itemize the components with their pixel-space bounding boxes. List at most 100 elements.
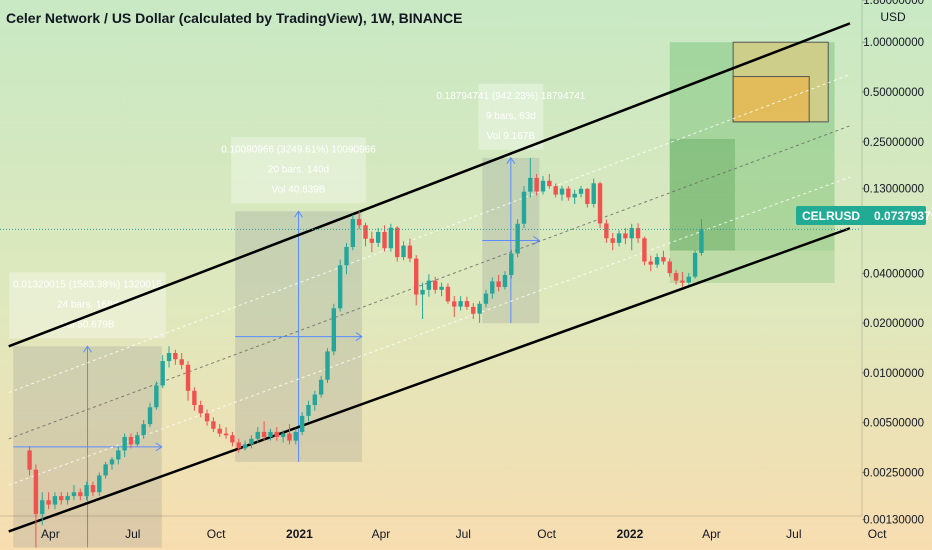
y-tick-label-2: 0.50000000 xyxy=(863,87,924,99)
candle-body-89 xyxy=(591,183,596,204)
measure-label-bg-2 xyxy=(478,83,544,150)
candle-body-68 xyxy=(458,301,463,307)
candle-body-92 xyxy=(610,238,615,243)
y-tick-label-8: 0.00500000 xyxy=(863,418,924,430)
x-tick-label-10: Oct xyxy=(868,527,887,541)
candle-body-63 xyxy=(426,280,432,290)
candle-body-99 xyxy=(654,257,660,265)
candle-body-103 xyxy=(680,280,685,283)
measure-label-bg-0 xyxy=(9,272,166,339)
candle-body-15 xyxy=(122,436,127,451)
candle-body-27 xyxy=(198,405,203,414)
candle-body-37 xyxy=(261,431,267,437)
y-tick-label-4: 0.13000000 xyxy=(863,184,924,196)
measure-arrow-up-1 xyxy=(294,210,303,218)
measure-label-line-2-2: Vol 9.167B xyxy=(487,131,536,142)
candle-body-101 xyxy=(667,261,672,274)
candle-body-14 xyxy=(116,450,121,460)
candle-body-12 xyxy=(103,464,108,476)
ticker-price: 0.07379379 xyxy=(874,208,932,223)
candle-body-87 xyxy=(578,188,584,194)
channel-mid-line-0 xyxy=(8,176,851,486)
candle-body-55 xyxy=(375,231,381,243)
highlight-box-1 xyxy=(732,76,810,123)
x-tick-label-5: Jul xyxy=(456,527,471,541)
candle-body-52 xyxy=(356,219,362,226)
candle-body-39 xyxy=(274,431,279,437)
candle-body-4 xyxy=(52,496,58,505)
candle-body-105 xyxy=(692,252,698,277)
measure-label-line-0-0: 0.01320015 (1583.38%) 1320015 xyxy=(13,279,162,290)
candle-body-69 xyxy=(464,301,470,307)
measure-label-line-2-1: 9 bars, 63d xyxy=(486,111,536,122)
candle-body-44 xyxy=(306,405,311,416)
measure-label-bg-1 xyxy=(231,137,366,204)
candle-body-6 xyxy=(65,496,70,501)
candle-body-49 xyxy=(337,265,343,309)
candle-body-41 xyxy=(287,433,292,441)
candle-body-60 xyxy=(407,245,413,259)
measure-label-line-1-2: Vol 40.639B xyxy=(272,184,326,195)
candle-body-98 xyxy=(648,261,653,265)
candle-body-73 xyxy=(490,281,495,294)
candle-body-30 xyxy=(217,428,222,434)
candle-body-32 xyxy=(230,435,235,443)
candle-body-22 xyxy=(166,353,172,362)
candle-body-83 xyxy=(553,186,558,195)
candle-body-28 xyxy=(204,413,210,422)
x-tick-label-7: 2022 xyxy=(617,527,644,541)
candle-body-2 xyxy=(40,500,45,515)
y-tick-label-0: 1.80000000 xyxy=(863,0,924,7)
x-tick-label-4: Apr xyxy=(372,527,391,541)
candle-body-106 xyxy=(699,229,704,253)
candle-body-100 xyxy=(661,257,666,262)
x-tick-label-0: Apr xyxy=(41,527,60,541)
measure-label-line-0-2: Vol 50.679B xyxy=(61,319,115,330)
candle-body-42 xyxy=(293,431,298,441)
candle-body-8 xyxy=(78,492,83,497)
candle-body-75 xyxy=(502,275,508,287)
candle-body-97 xyxy=(642,238,647,262)
candle-body-26 xyxy=(192,390,197,406)
candle-body-96 xyxy=(635,228,641,239)
price-axis-currency: USD xyxy=(880,10,906,24)
x-tick-label-9: Jul xyxy=(786,527,801,541)
measure-arrow-up-2 xyxy=(506,156,516,165)
candle-body-66 xyxy=(445,286,451,302)
candle-body-40 xyxy=(280,433,286,437)
candle-body-17 xyxy=(135,435,140,445)
candle-body-61 xyxy=(414,258,419,295)
y-tick-label-6: 0.02000000 xyxy=(863,318,924,330)
candle-body-51 xyxy=(350,219,356,247)
y-tick-label-7: 0.01000000 xyxy=(863,368,924,380)
candle-body-20 xyxy=(154,385,159,408)
candle-body-79 xyxy=(528,177,533,192)
candle-body-86 xyxy=(572,193,577,198)
candle-body-58 xyxy=(395,227,400,258)
candle-body-35 xyxy=(249,438,254,445)
candle-body-95 xyxy=(629,228,634,239)
measure-label-line-1-1: 20 bars, 140d xyxy=(268,164,329,175)
candle-body-91 xyxy=(604,223,609,239)
measure-arrow-right-2 xyxy=(533,236,541,245)
channel-upper-line xyxy=(8,22,851,348)
candle-body-67 xyxy=(452,301,457,307)
candle-body-56 xyxy=(382,231,387,249)
measure-label-line-0-1: 24 bars, 168d xyxy=(57,299,118,310)
candle-body-65 xyxy=(439,286,444,290)
candle-body-5 xyxy=(59,496,64,501)
last-price-badge: CELRUSD 0.07379379 xyxy=(796,206,932,225)
candle-body-54 xyxy=(369,238,375,243)
candle-body-33 xyxy=(236,442,241,449)
channel-lower-line xyxy=(8,227,851,533)
candle-body-84 xyxy=(559,188,565,195)
candle-body-93 xyxy=(616,233,622,243)
candle-body-50 xyxy=(344,246,349,266)
candle-body-47 xyxy=(325,351,330,380)
candle-body-31 xyxy=(223,433,229,436)
candle-body-48 xyxy=(331,308,337,352)
candle-body-9 xyxy=(84,485,89,497)
candle-body-34 xyxy=(242,444,248,449)
